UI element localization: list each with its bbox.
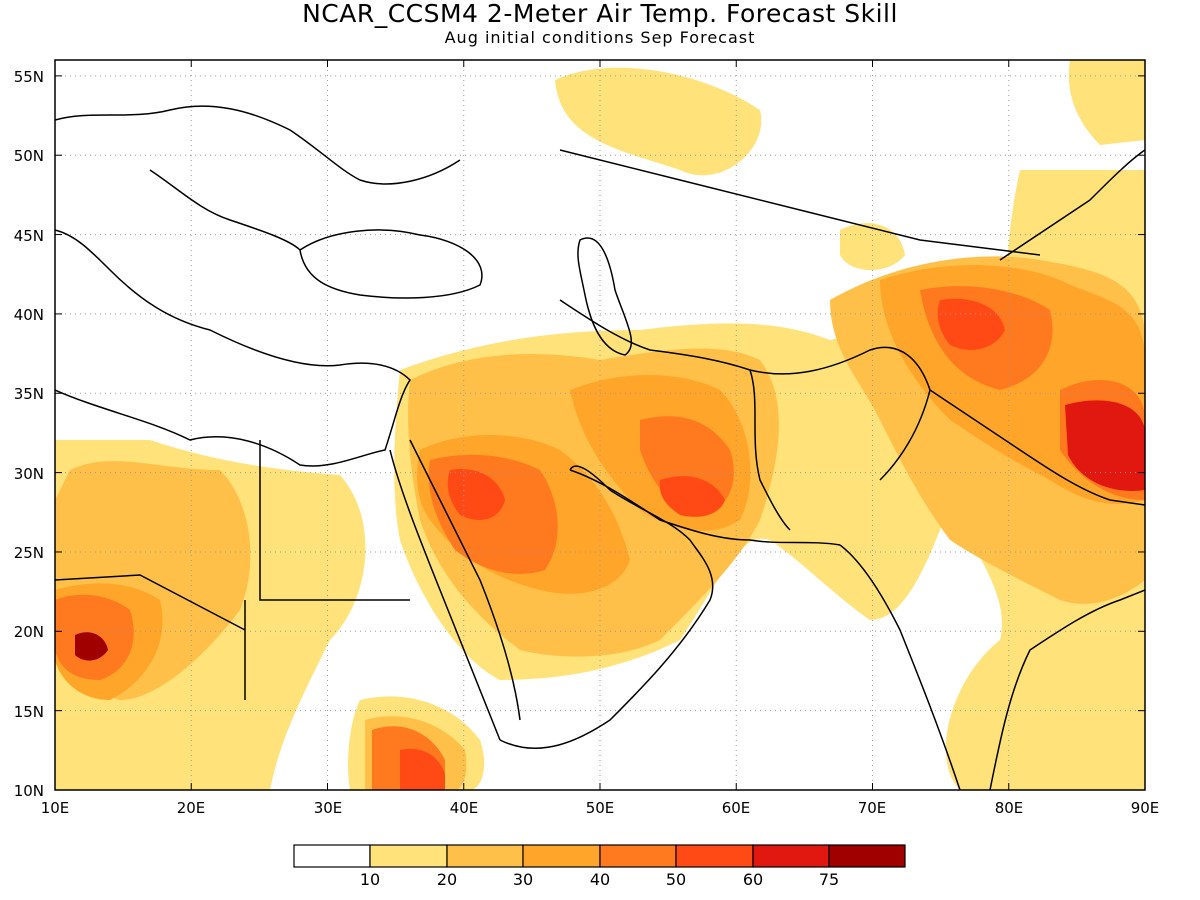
y-tick-label: 40N [14,306,44,324]
y-tick-label: 55N [14,68,44,86]
coastlines-and-borders [55,105,1145,790]
skill-area [1068,60,1145,145]
y-tick-label: 45N [14,227,44,245]
colorbar-label: 50 [666,870,686,889]
x-tick-label: 70E [858,799,887,817]
skill-area [659,476,725,517]
x-tick-label: 80E [995,799,1024,817]
colorbar-swatch [369,844,448,868]
colorbar-label: 40 [590,870,610,889]
x-axis-labels: 10E 20E 30E 40E 50E 60E 70E 80E 90E [41,799,1160,817]
colorbar-label: 60 [743,870,763,889]
colorbar-label: 30 [513,870,533,889]
border-east-europe [55,105,461,185]
coastline-caspian-sea [577,237,633,356]
axis-ticks [54,60,1146,791]
skill-area [840,223,905,270]
x-tick-label: 20E [177,799,206,817]
coastline-persian-gulf [569,469,841,546]
border-africa [55,440,410,700]
skill-shading [55,60,1145,790]
y-tick-label: 50N [14,147,44,165]
colorbar: 10 20 30 40 50 60 75 [293,844,906,889]
colorbar-swatch [828,844,906,868]
border-balkans [149,169,301,251]
colorbar-swatch [446,844,524,868]
x-tick-label: 40E [450,799,479,817]
y-tick-label: 35N [14,385,44,403]
skill-area [1065,400,1145,491]
colorbar-label: 20 [437,870,457,889]
skill-area [400,748,445,790]
colorbar-swatch [522,844,601,868]
border-china-mongolia [999,149,1145,261]
skill-area [75,632,108,661]
x-tick-label: 10E [41,799,70,817]
y-tick-label: 20N [14,623,44,641]
colorbar-label: 10 [360,870,380,889]
colorbar-swatch [599,844,677,868]
y-tick-label: 25N [14,544,44,562]
coastline-mediterranean [55,229,411,467]
coastline-black-sea [299,229,483,299]
x-tick-label: 50E [586,799,615,817]
colorbar-swatch [752,844,830,868]
border-central-asia [559,149,1041,256]
skill-area [937,298,1005,350]
skill-area [555,67,762,176]
border-afghanistan [749,346,931,481]
colorbar-swatch [675,844,754,868]
x-tick-label: 30E [314,799,343,817]
y-axis-labels: 10N 15N 20N 25N 30N 35N 40N 45N 50N 55N [14,68,44,800]
colorbar-swatch [293,844,371,868]
chart-subtitle: Aug initial conditions Sep Forecast [444,28,756,47]
chart-title: NCAR_CCSM4 2-Meter Air Temp. Forecast Sk… [302,0,898,28]
y-tick-label: 30N [14,465,44,483]
colorbar-label: 75 [819,870,839,889]
coastline-india [839,544,1145,790]
y-tick-label: 10N [14,782,44,800]
coastline-red-sea [389,439,521,741]
lat-lon-grid [55,60,1145,790]
x-tick-label: 90E [1131,799,1160,817]
x-tick-label: 60E [722,799,751,817]
border-iran [559,299,791,531]
border-himalaya [929,389,1145,506]
coastline-arabian-peninsula [499,465,714,749]
skill-area [447,469,505,520]
y-tick-label: 15N [14,703,44,721]
